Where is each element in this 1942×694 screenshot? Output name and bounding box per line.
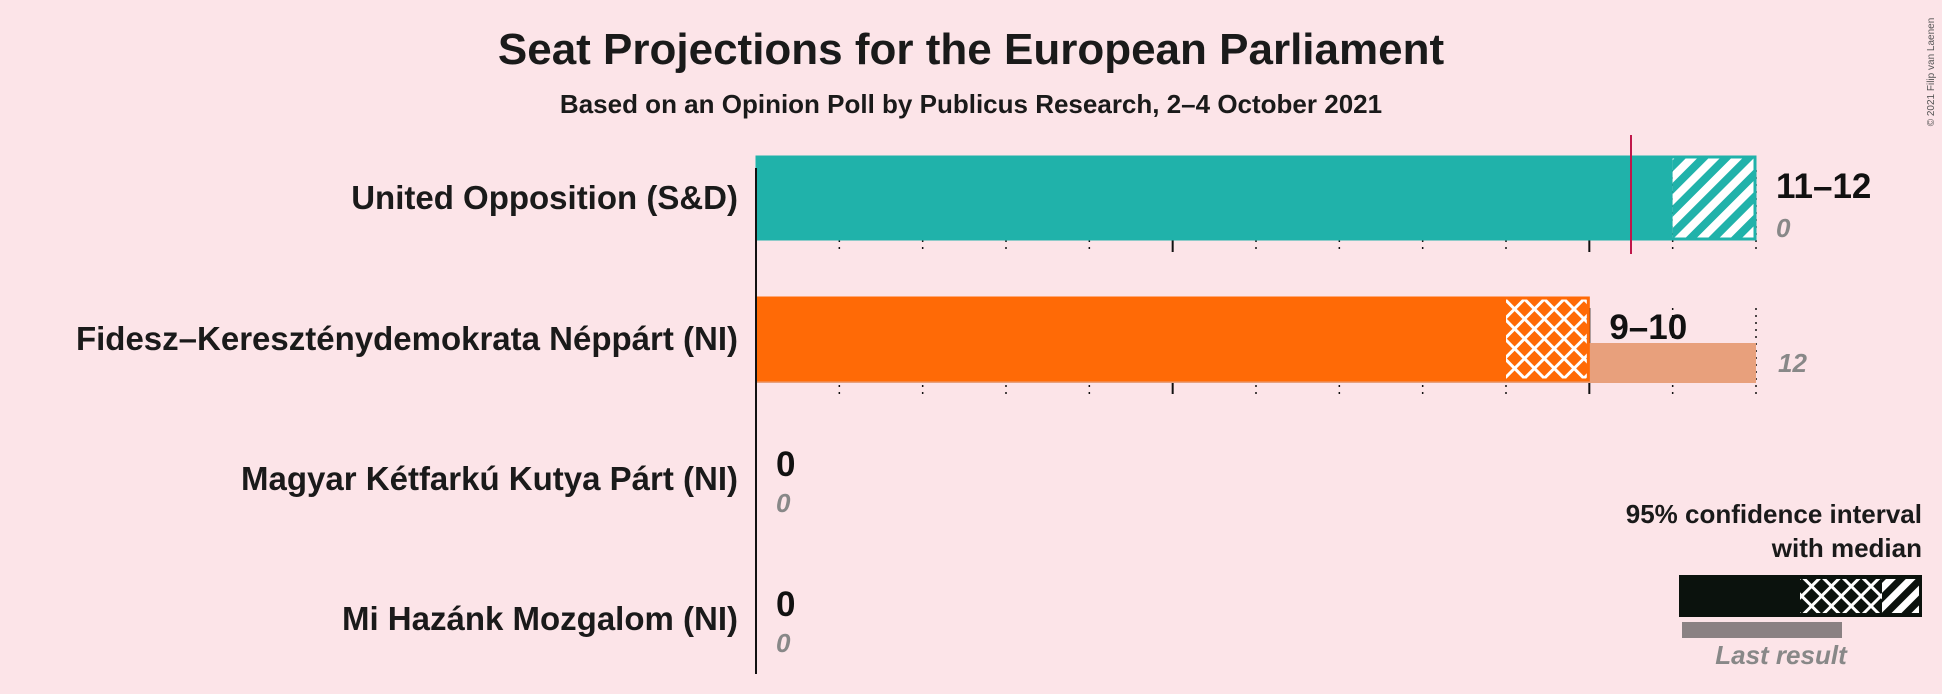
legend-line1: 95% confidence interval (1626, 499, 1922, 529)
legend-upper-hatch (1882, 579, 1919, 613)
last-result-label-3: 0 (776, 628, 791, 658)
chart-title: Seat Projections for the European Parlia… (498, 25, 1445, 74)
legend-last-result-label: Last result (1715, 640, 1848, 670)
range-label-2: 0 (776, 445, 795, 484)
copyright-note: © 2021 Filip van Laenen (1926, 18, 1937, 127)
last-result-label-1: 12 (1778, 348, 1807, 378)
ci-solid-bar-1 (756, 297, 1506, 381)
legend-last-result-bar (1682, 622, 1842, 638)
party-label-1: Fidesz–Kereszténydemokrata Néppárt (NI) (76, 320, 738, 357)
labels-layer: United Opposition (S&D) 11–12 0 Fidesz–Kere… (76, 167, 1871, 658)
party-label-0: United Opposition (S&D) (351, 179, 738, 216)
range-label-3: 0 (776, 585, 795, 624)
range-label-1: 9–10 (1609, 308, 1687, 347)
legend: 95% confidence interval with median Last… (1626, 499, 1922, 670)
median-cross-bar-1 (1506, 297, 1590, 381)
bars-layer (755, 135, 1757, 383)
last-result-label-0: 0 (1776, 213, 1791, 243)
last-result-label-2: 0 (776, 488, 791, 518)
chart-subtitle: Based on an Opinion Poll by Publicus Res… (560, 89, 1382, 119)
ci-solid-bar-0 (756, 156, 1673, 240)
party-label-2: Magyar Kétfarkú Kutya Párt (NI) (241, 460, 738, 497)
party-label-3: Mi Hazánk Mozgalom (NI) (342, 600, 738, 637)
legend-median-cross (1800, 579, 1882, 613)
range-label-0: 11–12 (1776, 167, 1871, 206)
upper-hatch-bar-0 (1672, 156, 1756, 240)
legend-line2: with median (1771, 533, 1922, 563)
